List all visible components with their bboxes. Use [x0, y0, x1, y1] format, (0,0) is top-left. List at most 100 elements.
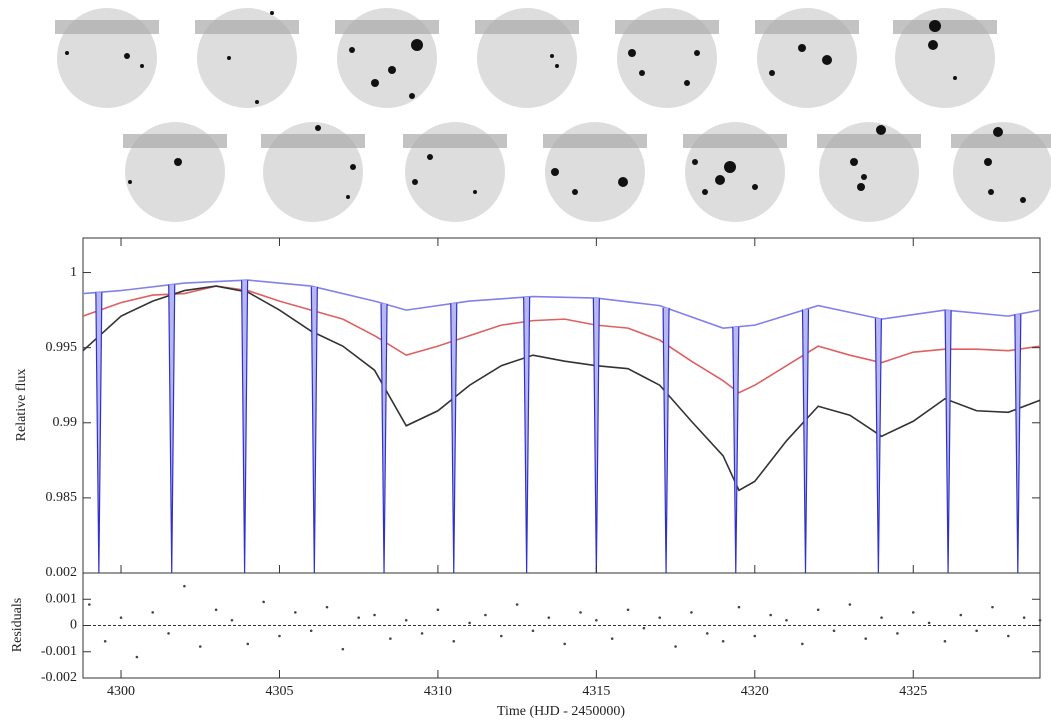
- spot-maps: [55, 8, 1051, 222]
- y-tick-label: 0.99: [53, 415, 78, 430]
- residual-point: [959, 613, 963, 617]
- residual-point: [135, 655, 139, 659]
- y-axis-title: Relative flux: [14, 369, 29, 442]
- residual-point: [103, 639, 107, 643]
- transit: [450, 303, 458, 573]
- residual-point: [1022, 616, 1026, 619]
- residual-point: [294, 611, 297, 614]
- transit: [310, 286, 318, 573]
- y-tick-label: 1: [70, 265, 77, 280]
- residual-point: [389, 637, 392, 640]
- residual-point: [721, 639, 725, 643]
- residual-point: [705, 632, 709, 635]
- residual-point: [927, 621, 931, 625]
- transit: [523, 297, 531, 573]
- residual-point: [436, 608, 440, 612]
- residual-point: [832, 629, 836, 633]
- transit: [592, 298, 600, 573]
- transit: [732, 326, 740, 573]
- plot-area: [83, 279, 1040, 573]
- residual-point: [1007, 634, 1010, 638]
- transit: [168, 284, 176, 573]
- residual-point: [658, 616, 662, 619]
- series-line: [83, 279, 1040, 329]
- residual-point: [198, 645, 202, 648]
- residual-point: [246, 642, 250, 646]
- residual-point: [1038, 618, 1042, 622]
- residual-point: [183, 584, 186, 588]
- residual-point: [452, 639, 456, 643]
- transit: [662, 307, 670, 573]
- y-tick-label: 0: [70, 618, 77, 633]
- residual-point: [864, 637, 868, 640]
- transit: [801, 309, 810, 573]
- series-line: [83, 285, 1040, 394]
- residual-point: [991, 605, 994, 609]
- residual-point: [626, 608, 630, 612]
- residual-point: [309, 629, 313, 633]
- transit: [1014, 314, 1022, 573]
- residual-point: [214, 608, 218, 612]
- residual-point: [325, 605, 329, 609]
- residual-point: [420, 632, 424, 635]
- residual-point: [278, 634, 281, 638]
- residual-point: [785, 618, 788, 622]
- x-tick-label: 4310: [424, 684, 452, 699]
- transit: [874, 318, 882, 573]
- y-tick-label: -0.002: [41, 670, 77, 685]
- residual-point: [499, 634, 503, 638]
- residual-point: [119, 616, 123, 619]
- residual-point: [579, 611, 582, 614]
- residual-point: [610, 637, 614, 640]
- residual-point: [769, 613, 772, 617]
- x-tick-label: 4300: [107, 684, 135, 699]
- residual-point: [595, 618, 598, 622]
- transit: [95, 292, 103, 573]
- residual-point: [547, 616, 551, 619]
- residual-point: [911, 611, 915, 614]
- residual-point: [674, 645, 677, 648]
- residual-point: [848, 603, 852, 606]
- residual-point: [531, 629, 535, 633]
- residual-point: [468, 621, 471, 625]
- residual-point: [690, 611, 693, 614]
- residual-point: [373, 613, 376, 617]
- residual-point: [151, 611, 155, 614]
- x-tick-label: 4325: [899, 684, 927, 699]
- x-tick-label: 4320: [741, 684, 769, 699]
- residual-point: [167, 632, 170, 635]
- residual-point: [357, 616, 360, 619]
- y-tick-label: -0.001: [41, 644, 77, 659]
- residual-point: [262, 600, 265, 604]
- y-tick-label: 0.995: [46, 340, 78, 355]
- residual-point: [230, 618, 234, 622]
- residual-point: [753, 634, 757, 638]
- x-tick-label: 4315: [582, 684, 610, 699]
- residual-point: [515, 603, 519, 606]
- plot-frame: [82, 237, 1041, 679]
- residual-point: [563, 642, 566, 646]
- transit: [380, 303, 388, 573]
- residual-point: [341, 647, 345, 651]
- y-axis-title: Residuals: [10, 598, 25, 652]
- residual-point: [896, 632, 899, 635]
- y-tick-label: 0.985: [46, 490, 78, 505]
- residual-point: [816, 608, 820, 612]
- x-axis-title: Time (HJD - 2450000): [497, 704, 626, 719]
- y-tick-label: 0.002: [46, 565, 78, 580]
- residual-point: [801, 642, 804, 646]
- residual-point: [975, 629, 978, 633]
- residual-point: [880, 616, 883, 619]
- transit: [944, 310, 952, 573]
- x-tick-label: 4305: [265, 684, 293, 699]
- y-tick-label: 0.001: [46, 591, 78, 606]
- residual-point: [404, 618, 408, 622]
- residual-point: [484, 613, 487, 617]
- residual-point: [737, 605, 741, 609]
- residual-point: [943, 639, 947, 643]
- transit: [241, 280, 249, 573]
- residual-point: [88, 603, 91, 606]
- residual-point: [642, 626, 646, 630]
